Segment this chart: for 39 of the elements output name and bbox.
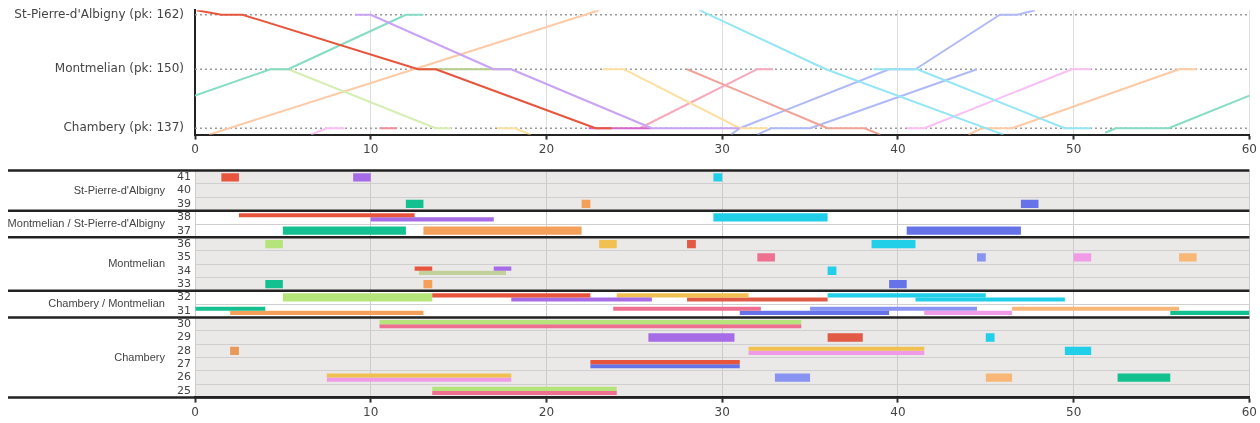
x-tick-label: 40: [890, 141, 906, 156]
x-tick-label: 20: [538, 404, 555, 419]
y-tick-label: 32: [177, 290, 191, 304]
text: Chambery: [114, 350, 166, 363]
y-tick-label: 40: [177, 183, 191, 197]
x-tick-label: 30: [714, 141, 730, 156]
y-tick-label: 37: [177, 223, 191, 237]
text: St-Pierre-d'Albigny: [73, 183, 166, 196]
y-tick-label: 27: [177, 357, 191, 371]
y-tick-label: 34: [177, 263, 191, 277]
y-tick-label: 28: [177, 343, 191, 357]
y-tick-label: 33: [177, 276, 191, 290]
y-tick-label: 26: [177, 370, 191, 384]
x-tick-label: 40: [890, 404, 906, 419]
text: Montmelian / St-Pierre-d'Albigny: [7, 217, 166, 230]
x-tick-label: 10: [363, 141, 379, 156]
x-tick-label: 30: [714, 404, 730, 419]
x-tick-label: 0: [191, 404, 199, 419]
y-tick-label: 35: [177, 250, 191, 264]
x-tick-label: 60: [1241, 141, 1258, 156]
y-tick-label: Chambery (pk: 137): [63, 120, 184, 135]
text: Chambery / Montmelian: [48, 297, 165, 310]
x-tick-label: 10: [363, 404, 379, 419]
y-tick-label: 30: [177, 317, 191, 331]
x-tick-label: 60: [1241, 404, 1258, 419]
y-tick-label: St-Pierre-d'Albigny (pk: 162): [14, 6, 184, 21]
y-tick-label: 41: [177, 170, 191, 184]
x-tick-label: 20: [538, 141, 555, 156]
y-tick-label: 25: [177, 383, 191, 397]
y-tick-label: Montmelian (pk: 150): [54, 61, 184, 76]
y-tick-label: 38: [177, 210, 191, 224]
text: Montmelian: [108, 257, 165, 270]
y-tick-label: 36: [177, 236, 191, 250]
y-tick-label: 31: [177, 303, 191, 317]
y-tick-label: 29: [177, 330, 191, 344]
x-tick-label: 0: [191, 141, 199, 156]
x-tick-label: 50: [1066, 404, 1082, 419]
x-tick-label: 50: [1066, 141, 1082, 156]
y-tick-label: 39: [177, 196, 191, 210]
